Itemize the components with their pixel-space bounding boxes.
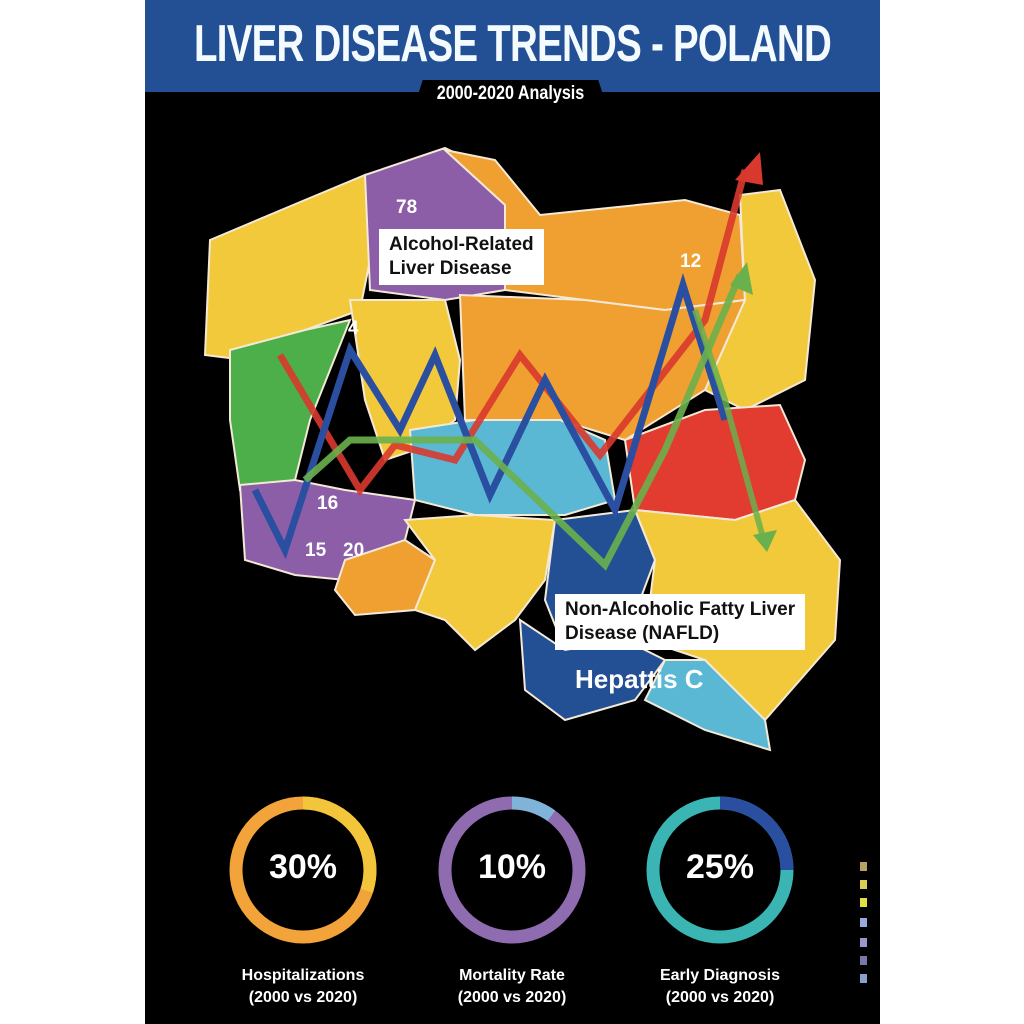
stat-mortality-rate: 10% Mortality Rate (2000 vs 2020) [422, 790, 602, 1010]
stat-value: 25% [685, 848, 755, 886]
nafld-arrow-head [730, 262, 753, 295]
donut-arc [229, 796, 377, 944]
infographic-poster: LIVER DISEASE TRENDS - POLAND 2000-2020 … [145, 0, 880, 1024]
stat-hospitalizations: 30% Hospitalizations (2000 vs 2020) [213, 790, 393, 1010]
subtitle-tab [413, 80, 608, 110]
stat-value: 30% [268, 848, 338, 886]
region-silesia [403, 513, 557, 652]
nafld-arrow-head-down [753, 530, 777, 552]
donut-arc [438, 796, 586, 944]
region-lubuskie [229, 318, 352, 492]
region-south-east [643, 659, 772, 752]
legend-swatch [860, 974, 867, 983]
hepatitis-c-label: Hepattis C [575, 664, 704, 694]
legend-swatch [860, 898, 867, 907]
early-diagnosis-donut [646, 796, 794, 944]
nafld-branch-line [692, 309, 768, 546]
stat-label: Early Diagnosis (2000 vs 2020) [659, 967, 781, 1006]
subtitle: 2000-2020 Analysis [436, 83, 585, 104]
legend-swatch [860, 938, 867, 947]
hospitalizations-donut [229, 796, 377, 944]
region-number: 4 [348, 318, 359, 339]
stat-label: Mortality Rate (2000 vs 2020) [457, 967, 567, 1006]
hepatitis-c-trend-line [251, 273, 729, 560]
region-number: 16 [317, 493, 339, 514]
nafld-annotation: Non-Alcoholic Fatty Liver Disease (NAFLD… [555, 594, 806, 650]
region-number: 20 [343, 540, 365, 561]
legend-swatch [860, 880, 867, 889]
alcohol-arrow-head [735, 152, 763, 185]
stat-value: 10% [477, 848, 547, 886]
region-number: 78 [396, 197, 418, 218]
legend-swatch [860, 862, 867, 871]
legend-swatch [860, 956, 867, 965]
legend-swatch [860, 918, 867, 927]
stat-label: Hospitalizations (2000 vs 2020) [241, 967, 365, 1006]
region-number: 15 [305, 540, 327, 561]
region-number: 12 [680, 251, 702, 272]
stat-early-diagnosis: 25% Early Diagnosis (2000 vs 2020) [630, 790, 810, 1010]
alcohol-annotation: Alcohol-Related Liver Disease [379, 229, 544, 285]
donut-arc [646, 796, 794, 944]
mortality-donut [438, 796, 586, 944]
nafld-trend-line [302, 273, 744, 571]
alcohol-trend-line [276, 169, 749, 497]
header-banner: LIVER DISEASE TRENDS - POLAND [145, 0, 880, 92]
page-title: LIVER DISEASE TRENDS - POLAND [193, 15, 832, 73]
